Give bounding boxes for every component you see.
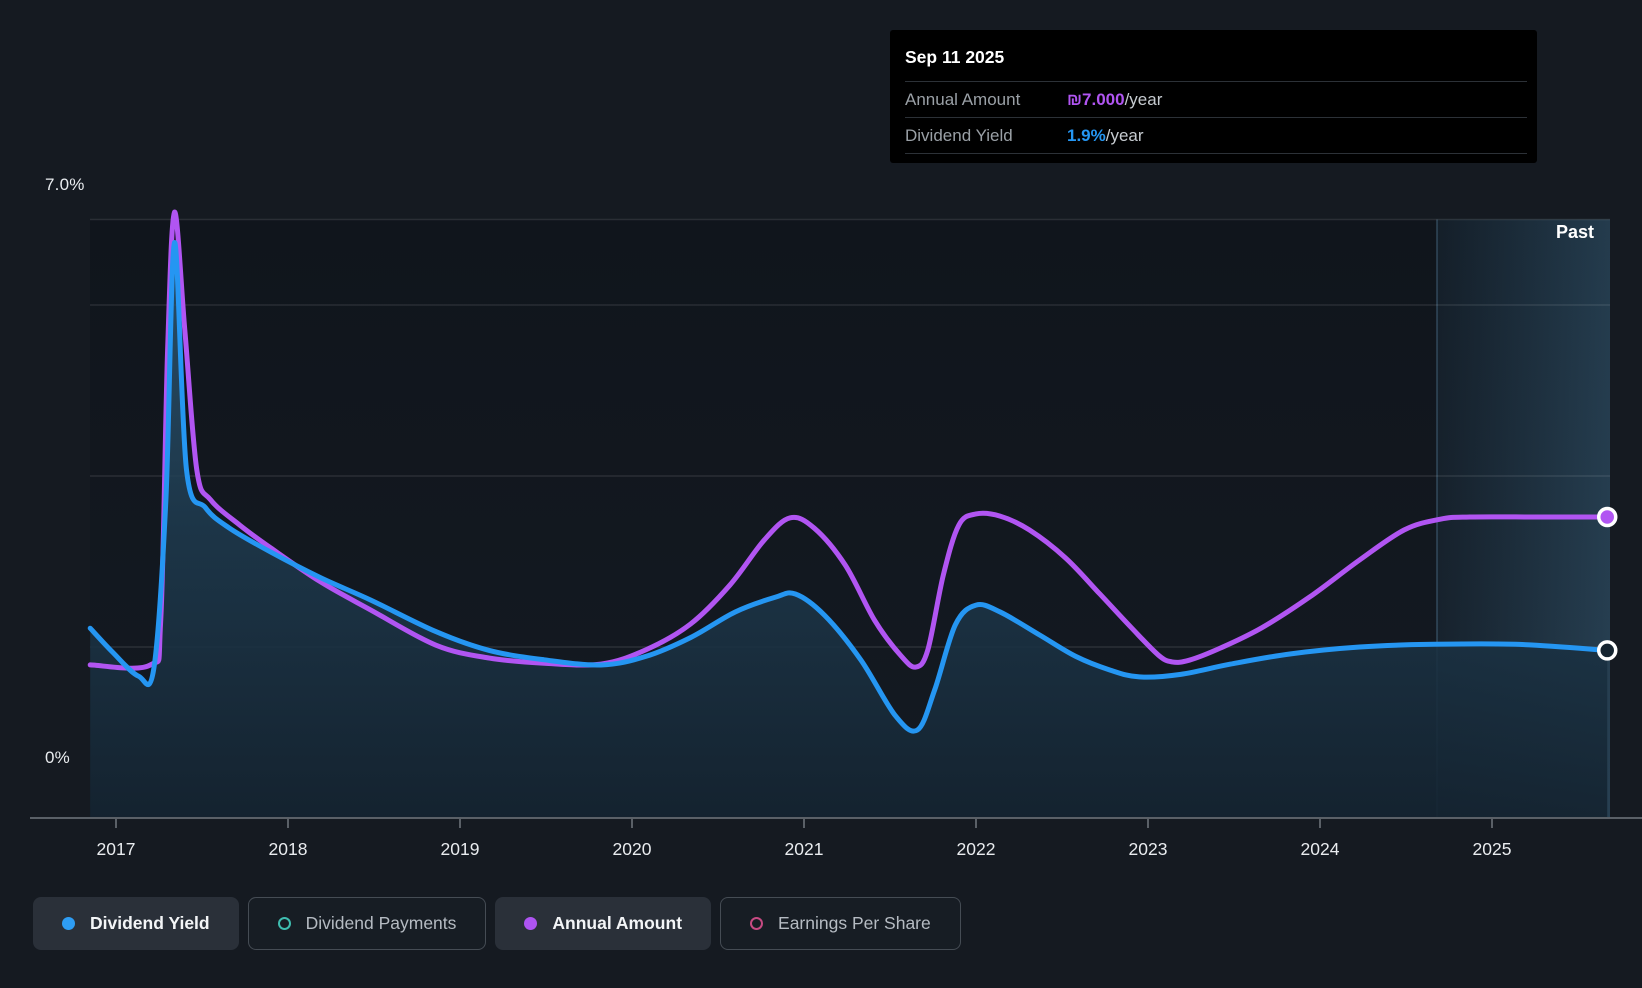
x-axis: 2017 2018 2019 2020 2021 2022 2023 2024 2025 [30,817,1642,859]
legend-button-annual-amount[interactable]: Annual Amount [495,897,712,950]
x-tick-label-2021: 2021 [785,839,824,859]
legend-button-dividend-payments[interactable]: Dividend Payments [247,897,487,950]
x-tick-label-2017: 2017 [97,839,136,859]
legend-button-label: Dividend Payments [305,913,457,933]
dividend-yield-end-marker [1596,640,1618,661]
x-tick-label-2019: 2019 [441,839,480,859]
legend-button-label: Annual Amount [552,913,683,933]
tooltip-row-1: Dividend Yield 1.9%/year [905,117,1527,153]
y-axis-max-label: 7.0% [45,175,85,194]
x-tick-label-2022: 2022 [957,839,996,859]
x-tick-label-2025: 2025 [1473,839,1512,859]
tooltip-row-suffix: /year [1124,89,1163,109]
x-tick-label-2024: 2024 [1301,839,1340,859]
annual-amount-series-icon [524,917,538,930]
tooltip-row-suffix: /year [1105,125,1144,145]
tooltip-row-value: ₪7.000 [1067,89,1125,109]
chart-tooltip: Sep 11 2025 Annual Amount ₪7.000/year Divi… [890,30,1537,163]
tooltip-date: Sep 11 2025 [905,47,1005,67]
tooltip-row-label: Annual Amount [905,89,1021,109]
dividend-payments-series-icon [277,917,291,930]
legend-button-earnings-per-share[interactable]: Earnings Per Share [720,897,961,950]
legend-button-dividend-yield[interactable]: Dividend Yield [33,897,239,950]
tooltip-row-0: Annual Amount ₪7.000/year [905,81,1527,117]
dividend-yield-line [87,240,1610,734]
y-axis-min-label: 0% [45,748,70,767]
legend-button-label: Earnings Per Share [778,913,931,933]
dividend-yield-series-icon [62,917,75,930]
legend-button-label: Dividend Yield [90,913,210,933]
series-end-markers [1596,506,1618,661]
earnings-per-share-series-icon [750,917,764,930]
annual-amount-end-marker [1596,506,1618,528]
past-label: Past [1555,222,1594,242]
x-tick-label-2020: 2020 [613,839,652,859]
dividend-yield-area [90,242,1608,818]
tooltip-row-value: 1.9% [1067,125,1106,145]
annual-amount-line [87,209,1610,671]
x-tick-label-2018: 2018 [269,839,308,859]
x-tick-label-2023: 2023 [1129,839,1168,859]
tooltip-row-label: Dividend Yield [905,125,1013,145]
chart-legend: Dividend Yield Dividend Payments Annual Am… [33,897,961,950]
